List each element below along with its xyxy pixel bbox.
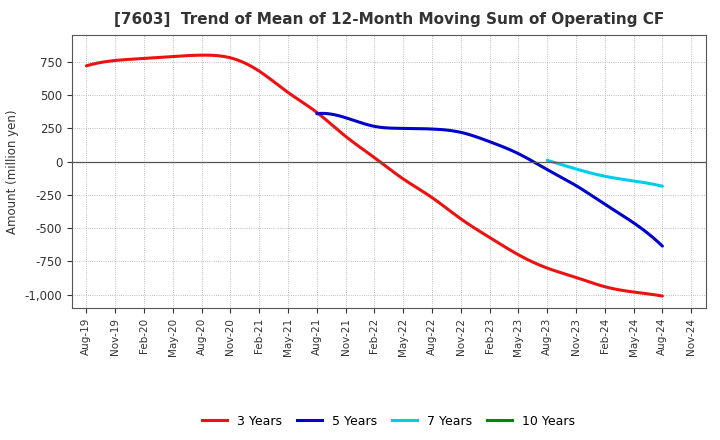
- 7 Years: [543, 158, 552, 163]
- 3 Years: [436, 202, 445, 207]
- 7 Years: [611, 176, 620, 181]
- Title: [7603]  Trend of Mean of 12-Month Moving Sum of Operating CF: [7603] Trend of Mean of 12-Month Moving …: [114, 12, 664, 27]
- 5 Years: [627, 219, 636, 224]
- 5 Years: [658, 243, 667, 249]
- 5 Years: [314, 111, 323, 116]
- 3 Years: [570, 274, 578, 279]
- 3 Years: [658, 293, 667, 299]
- 3 Years: [425, 193, 433, 198]
- 5 Years: [312, 111, 321, 116]
- 7 Years: [611, 176, 620, 181]
- 5 Years: [518, 153, 527, 158]
- Line: 7 Years: 7 Years: [547, 160, 662, 186]
- Line: 3 Years: 3 Years: [86, 55, 662, 296]
- 7 Years: [658, 183, 667, 189]
- 7 Years: [640, 180, 649, 185]
- 3 Years: [84, 62, 93, 68]
- 3 Years: [427, 194, 436, 200]
- Line: 5 Years: 5 Years: [317, 114, 662, 246]
- 7 Years: [647, 181, 656, 187]
- 5 Years: [605, 205, 613, 210]
- 7 Years: [544, 158, 552, 163]
- 3 Years: [606, 286, 615, 291]
- 3 Years: [199, 52, 208, 58]
- 5 Years: [318, 111, 327, 116]
- 7 Years: [613, 176, 622, 181]
- 5 Years: [525, 157, 534, 162]
- 3 Years: [82, 63, 91, 69]
- 5 Years: [519, 154, 528, 159]
- Y-axis label: Amount (million yen): Amount (million yen): [6, 110, 19, 234]
- Legend: 3 Years, 5 Years, 7 Years, 10 Years: 3 Years, 5 Years, 7 Years, 10 Years: [197, 410, 580, 433]
